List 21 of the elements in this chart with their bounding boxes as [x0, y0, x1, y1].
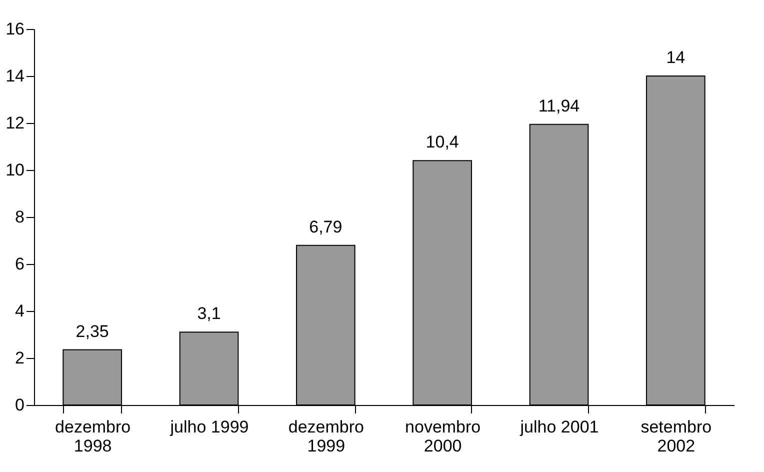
data-label: 3,1 — [197, 304, 221, 324]
y-tick-label: 8 — [15, 208, 24, 226]
x-tick-label: setembro 2002 — [640, 418, 712, 456]
y-tick-label: 0 — [15, 396, 24, 414]
x-tick-label: julho 2001 — [519, 418, 599, 436]
data-label: 10,4 — [426, 132, 459, 152]
x-tick-label: novembro 2000 — [405, 418, 481, 456]
y-tick-label: 14 — [6, 66, 24, 86]
x-tick-label: julho 1999 — [169, 418, 249, 436]
x-tick-label: dezembro 1999 — [288, 418, 364, 456]
y-tick-label: 16 — [6, 20, 24, 38]
y-tick-label: 10 — [6, 160, 24, 180]
y-tick-label: 6 — [15, 254, 24, 274]
data-label: 2,35 — [76, 322, 109, 341]
data-label: 6,79 — [309, 217, 342, 236]
data-label: 14 — [666, 48, 686, 67]
y-tick-label: 2 — [15, 348, 24, 368]
data-label: 11,94 — [538, 96, 580, 116]
y-tick-label: 12 — [6, 114, 24, 132]
x-tick-label: dezembro 1998 — [55, 418, 131, 456]
y-tick-label: 4 — [15, 302, 24, 320]
